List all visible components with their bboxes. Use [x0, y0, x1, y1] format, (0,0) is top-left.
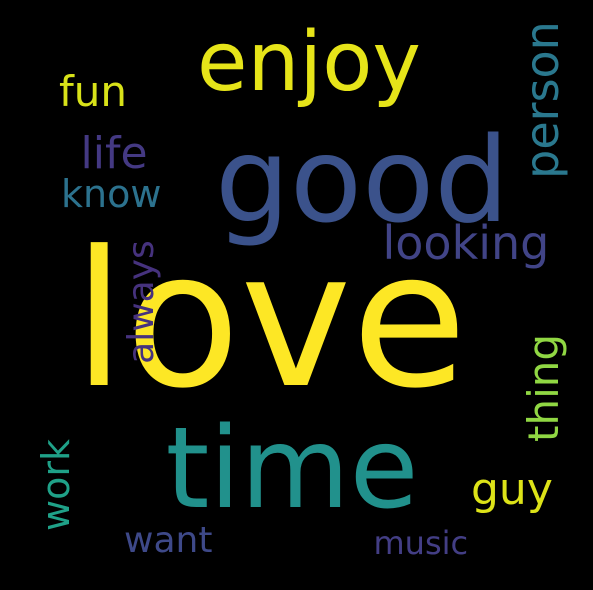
- word-music: music: [373, 524, 469, 562]
- word-enjoy: enjoy: [197, 15, 421, 110]
- word-know: know: [61, 172, 162, 216]
- word-good: good: [215, 111, 510, 249]
- word-time: time: [165, 404, 419, 534]
- word-fun: fun: [59, 67, 128, 116]
- word-love: love: [73, 211, 468, 430]
- word-guy: guy: [471, 464, 553, 515]
- word-thing: thing: [519, 333, 569, 443]
- word-always: always: [120, 240, 162, 364]
- word-life: life: [80, 128, 148, 179]
- word-work: work: [33, 439, 78, 531]
- word-person: person: [514, 21, 569, 179]
- word-looking: looking: [382, 216, 550, 270]
- word-want: want: [124, 520, 213, 561]
